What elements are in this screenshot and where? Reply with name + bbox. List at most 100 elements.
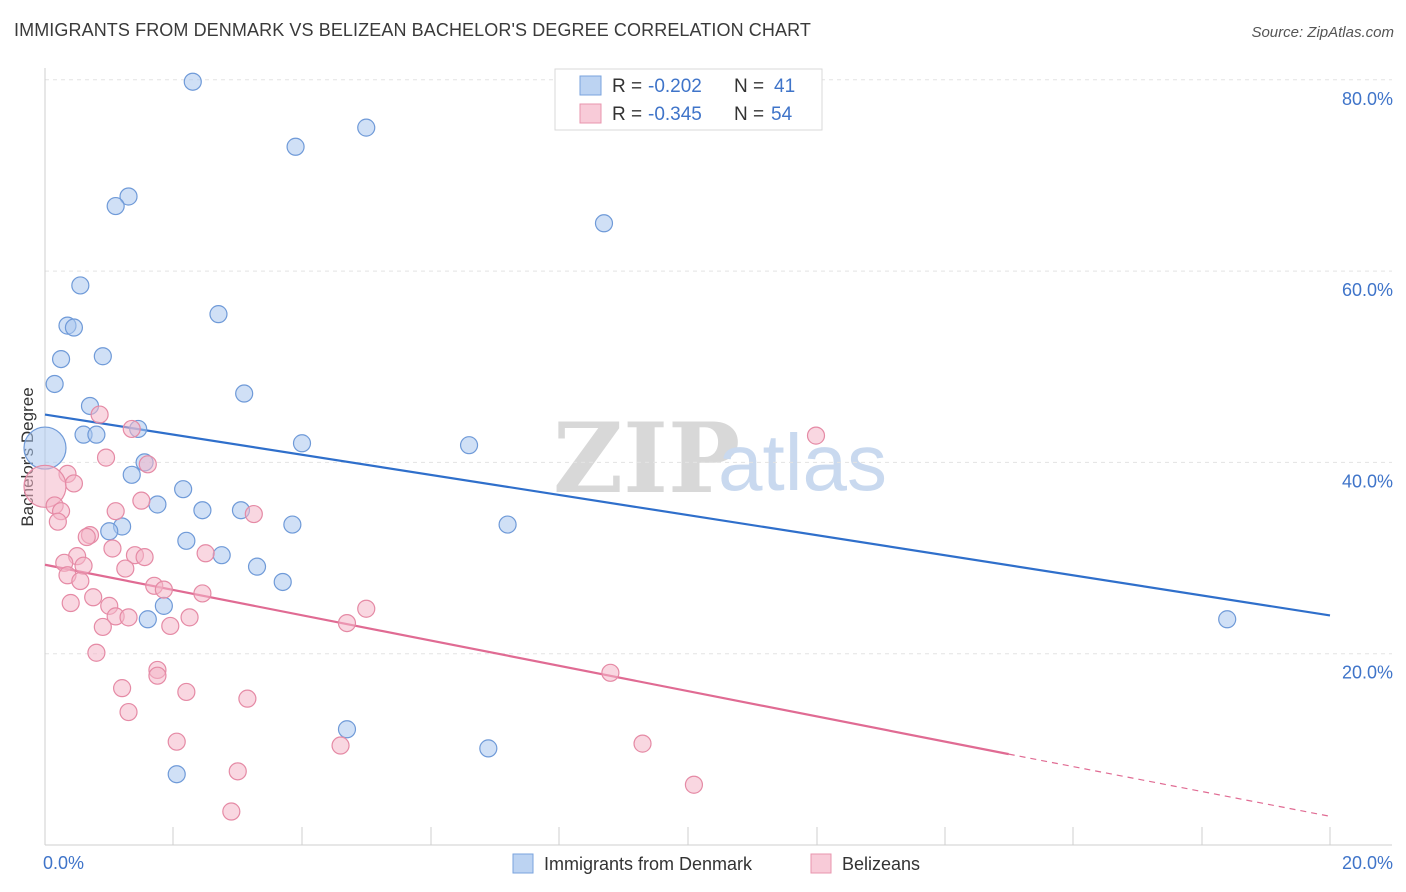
data-point: [337, 613, 357, 633]
data-point: [106, 196, 125, 216]
legend-n-value-denmark: 41: [774, 76, 795, 97]
data-point: [177, 682, 196, 702]
legend-swatch-belizeans: [579, 103, 602, 124]
data-point: [119, 608, 138, 627]
series-denmark: [23, 72, 1237, 784]
data-point: [138, 455, 157, 474]
chart-title: IMMIGRANTS FROM DENMARK VS BELIZEAN BACH…: [14, 20, 811, 40]
data-point: [112, 679, 132, 698]
data-point: [119, 187, 138, 206]
data-point: [193, 501, 212, 520]
legend-n-label-belizeans: N =: [734, 104, 764, 125]
data-point: [209, 305, 228, 324]
series-legend: Immigrants from Denmark Belizeans: [512, 853, 920, 874]
data-point: [337, 720, 357, 739]
data-point: [132, 491, 151, 510]
data-point: [154, 596, 173, 615]
watermark-atlas: atlas: [718, 418, 887, 507]
data-point: [244, 504, 263, 524]
gridlines: [45, 79, 1392, 655]
data-point: [196, 544, 215, 563]
data-point: [96, 448, 116, 467]
data-point: [138, 610, 157, 629]
data-point: [331, 736, 350, 755]
data-point: [601, 663, 620, 682]
legend-label-denmark: Immigrants from Denmark: [544, 854, 753, 874]
data-point: [459, 436, 479, 455]
data-point: [100, 522, 119, 541]
data-point: [64, 318, 84, 337]
data-point: [212, 546, 231, 565]
data-point: [174, 480, 193, 499]
data-points: [23, 72, 1237, 821]
data-point: [93, 617, 112, 637]
legend-n-value-belizeans: 54: [771, 104, 793, 125]
watermark-zip: ZIP: [553, 402, 740, 515]
legend-r-label-denmark: R =: [612, 76, 642, 97]
data-point: [119, 702, 138, 722]
data-point: [177, 531, 196, 550]
data-point: [235, 384, 254, 403]
x-tick-label: 0.0%: [43, 853, 84, 873]
data-point: [23, 426, 67, 470]
y-tick-labels: 20.0% 40.0% 60.0% 80.0%: [1342, 89, 1393, 683]
data-point: [228, 762, 247, 781]
data-point: [84, 588, 103, 607]
legend-swatch-denmark: [579, 75, 602, 96]
legend-r-value-belizeans: -0.345: [648, 104, 702, 125]
data-point: [684, 775, 704, 794]
data-point: [148, 666, 167, 685]
data-point: [122, 465, 141, 484]
data-point: [71, 571, 90, 591]
trend-line-denmark: [44, 413, 1331, 617]
data-point: [633, 734, 652, 753]
data-point: [193, 584, 212, 603]
data-point: [64, 474, 84, 493]
data-point: [357, 599, 376, 618]
y-tick-label: 80.0%: [1342, 89, 1393, 109]
y-tick-label: 60.0%: [1342, 280, 1393, 300]
trend-line-belizeans: [44, 563, 1009, 756]
legend-r-label-belizeans: R =: [612, 104, 642, 125]
data-point: [71, 276, 90, 295]
data-point: [357, 118, 376, 137]
data-point: [479, 739, 498, 758]
data-point: [1218, 610, 1237, 629]
data-point: [87, 425, 106, 444]
data-point: [183, 72, 202, 91]
data-point: [90, 405, 109, 424]
data-point: [61, 593, 80, 613]
legend-swatch-denmark-bottom: [512, 853, 534, 874]
data-point: [247, 557, 267, 576]
stats-legend: R = -0.202 N = 41 R = -0.345 N = 54: [554, 68, 823, 131]
data-point: [103, 539, 122, 558]
data-point: [806, 426, 826, 445]
x-tick-labels: 0.0% 20.0%: [43, 853, 1393, 873]
data-point: [74, 556, 93, 575]
data-point: [51, 349, 71, 369]
x-tick-label: 20.0%: [1342, 853, 1393, 873]
data-point: [135, 547, 154, 567]
source-label: Source: ZipAtlas.com: [1251, 24, 1394, 41]
data-point: [154, 580, 173, 599]
data-point: [77, 527, 96, 547]
data-point: [498, 515, 517, 534]
data-point: [87, 643, 106, 662]
data-point: [286, 137, 305, 156]
data-point: [116, 559, 135, 578]
data-point: [283, 515, 302, 534]
data-point: [292, 434, 312, 453]
trend-line-extension-belizeans: [1008, 753, 1331, 817]
y-tick-label: 20.0%: [1342, 663, 1393, 683]
data-point: [161, 616, 180, 636]
data-point: [594, 214, 614, 233]
data-point: [222, 802, 241, 821]
legend-r-value-denmark: -0.202: [648, 76, 702, 97]
data-point: [48, 512, 67, 531]
data-point: [148, 495, 167, 514]
data-point: [273, 572, 292, 592]
data-point: [106, 502, 125, 521]
data-point: [45, 374, 64, 394]
data-point: [93, 347, 112, 366]
